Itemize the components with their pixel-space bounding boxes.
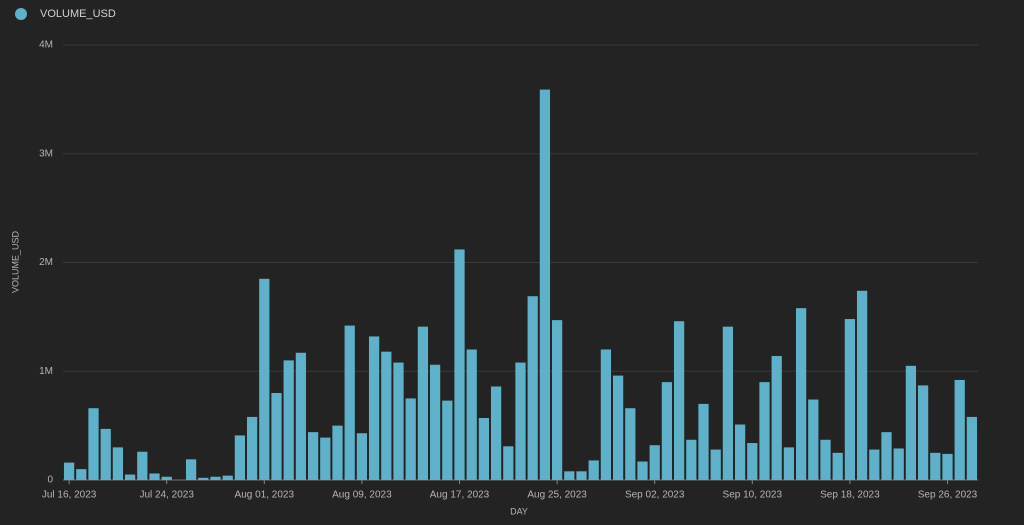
bar <box>478 418 490 480</box>
bar <box>930 452 941 480</box>
bar <box>832 452 843 480</box>
bar <box>588 460 599 480</box>
bar <box>966 416 978 480</box>
bar <box>295 352 307 480</box>
bar <box>381 351 392 480</box>
bar <box>759 382 770 480</box>
bar <box>368 336 380 480</box>
bar <box>917 385 929 480</box>
y-tick-label: 1M <box>39 366 53 377</box>
bar <box>808 399 819 480</box>
bar <box>503 446 514 480</box>
y-axis-title: VOLUME_USD <box>10 230 20 293</box>
legend: VOLUME_USD <box>15 8 116 20</box>
x-tick-label: Aug 01, 2023 <box>235 490 295 501</box>
bar <box>405 398 416 480</box>
bar <box>393 362 404 480</box>
bar <box>417 326 429 480</box>
bar <box>539 89 551 481</box>
x-tick-label: Jul 16, 2023 <box>42 490 97 501</box>
legend-label: VOLUME_USD <box>40 8 116 20</box>
bar <box>600 349 612 480</box>
bar <box>210 476 221 480</box>
bar <box>161 476 172 480</box>
bar <box>942 453 953 480</box>
x-tick-label: Jul 24, 2023 <box>139 490 194 501</box>
bar <box>698 403 709 480</box>
bar <box>869 449 880 480</box>
bar <box>246 416 258 480</box>
bar <box>320 437 331 480</box>
bar <box>149 473 160 480</box>
bar <box>893 448 904 480</box>
bar <box>722 326 734 480</box>
x-tick-label: Aug 09, 2023 <box>332 490 392 501</box>
bar <box>112 447 124 480</box>
x-tick-label: Aug 25, 2023 <box>527 490 587 501</box>
bar <box>307 432 319 480</box>
bar <box>954 379 965 480</box>
bar <box>783 447 795 480</box>
bar <box>124 474 136 480</box>
x-tick-label: Sep 26, 2023 <box>918 490 978 501</box>
x-tick-label: Sep 02, 2023 <box>625 490 685 501</box>
bar <box>198 477 209 480</box>
x-tick-label: Sep 18, 2023 <box>820 490 880 501</box>
bar <box>344 325 355 480</box>
bar <box>734 424 746 480</box>
bar <box>673 321 685 480</box>
bar <box>515 362 526 480</box>
bar <box>63 462 75 480</box>
bar <box>686 439 697 480</box>
bar <box>771 356 782 480</box>
bar <box>625 408 636 480</box>
bar <box>844 319 856 480</box>
x-axis-title: DAY <box>510 506 528 516</box>
bar <box>88 408 99 480</box>
bar <box>356 433 368 480</box>
bar <box>905 365 917 480</box>
legend-marker <box>15 8 27 20</box>
bar <box>271 393 282 480</box>
bar <box>881 432 892 480</box>
bar <box>332 425 343 480</box>
bar <box>710 449 721 480</box>
bar <box>637 461 648 480</box>
x-tick-label: Sep 10, 2023 <box>723 490 783 501</box>
bar <box>490 386 502 480</box>
bar <box>661 382 673 480</box>
bar <box>564 471 575 480</box>
bar <box>795 308 807 480</box>
bar <box>76 469 87 480</box>
bar <box>576 471 587 480</box>
bar <box>551 320 563 480</box>
bar <box>185 459 197 480</box>
bar <box>259 278 270 480</box>
y-tick-label: 0 <box>47 475 53 486</box>
bar <box>222 475 233 480</box>
bar <box>442 400 453 480</box>
bar <box>856 290 868 480</box>
x-tick-label: Aug 17, 2023 <box>430 490 490 501</box>
y-tick-label: 2M <box>39 257 53 268</box>
bar <box>612 375 624 480</box>
bar <box>283 360 294 480</box>
bar <box>820 439 831 480</box>
bar <box>100 428 111 480</box>
bar <box>649 445 660 480</box>
bar <box>137 451 148 480</box>
bar <box>747 443 758 480</box>
bar <box>429 364 441 480</box>
bar <box>234 435 246 480</box>
bar <box>454 249 465 480</box>
bar <box>466 349 477 480</box>
y-tick-label: 3M <box>39 148 53 159</box>
y-tick-label: 4M <box>39 40 53 51</box>
bar <box>527 296 538 480</box>
